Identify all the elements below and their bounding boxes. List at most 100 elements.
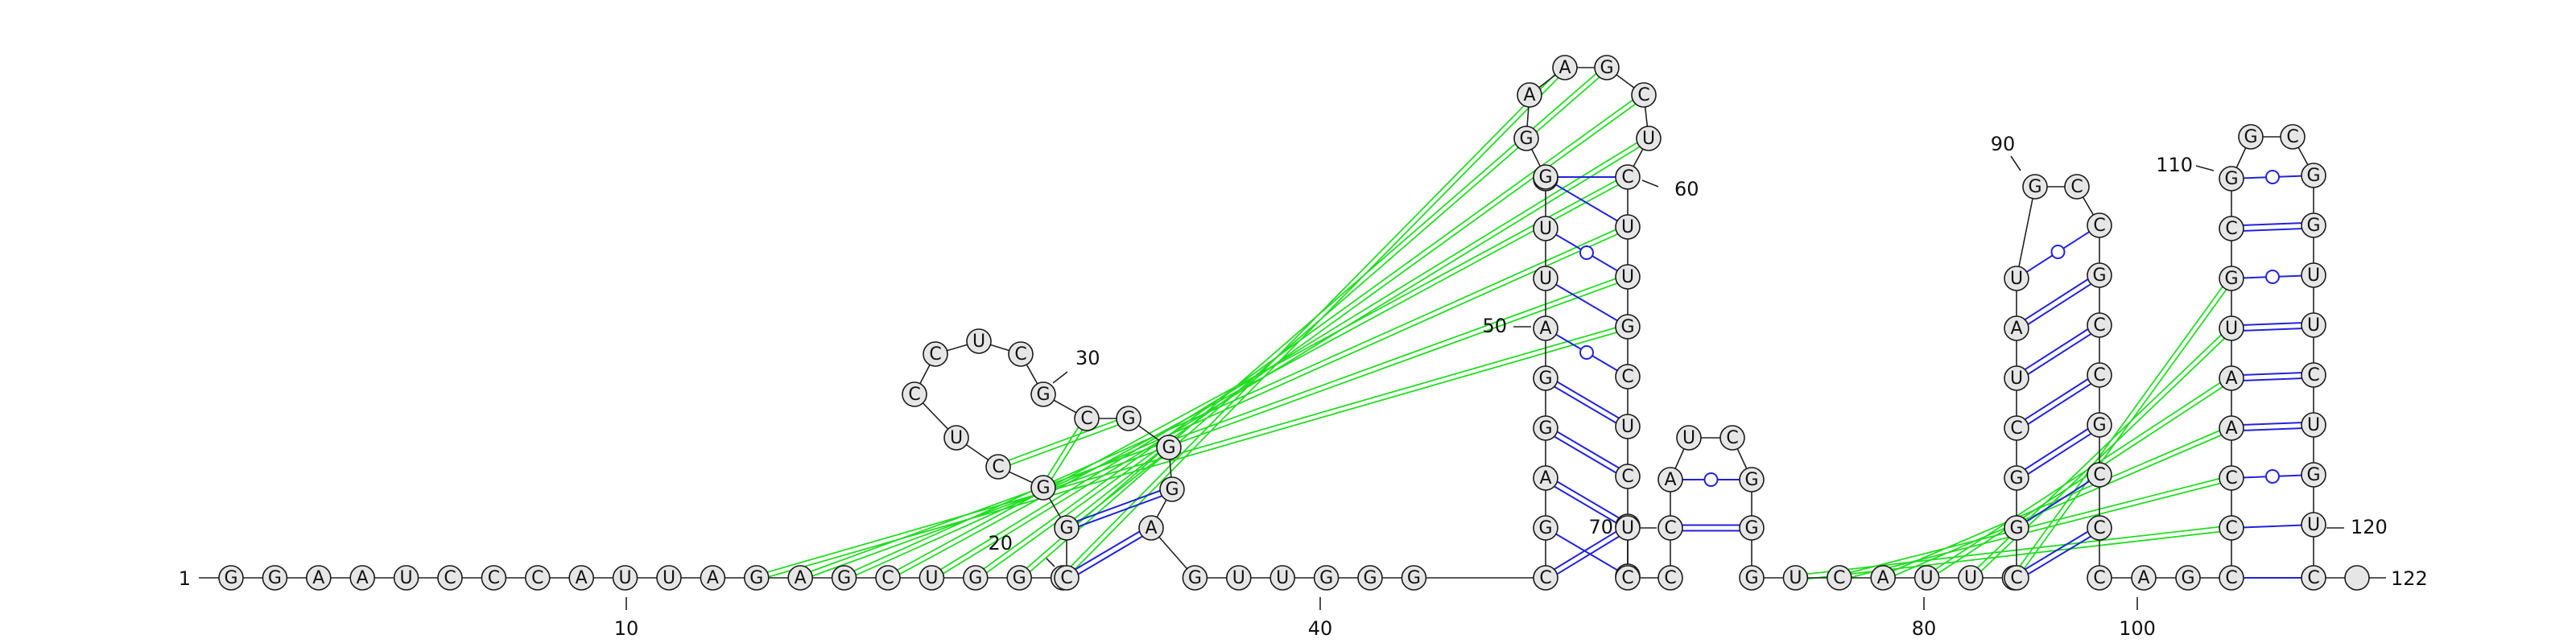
svg-text:C: C: [2225, 518, 2237, 538]
base-pair: [1075, 530, 1143, 575]
svg-text:G: G: [1407, 568, 1421, 588]
nucleotide: C: [2219, 515, 2244, 541]
svg-text:G: G: [2092, 415, 2106, 435]
nucleotide: G: [2004, 515, 2029, 541]
pseudoknot-pair-line: [1838, 475, 2231, 576]
nucleotide: C: [2301, 565, 2326, 591]
svg-text:U: U: [925, 568, 938, 588]
nucleotide: C: [1657, 565, 1683, 591]
svg-text:G: G: [1538, 518, 1552, 538]
svg-text:C: C: [531, 568, 543, 588]
nucleotide: G: [2301, 163, 2326, 188]
nucleotide: G: [218, 565, 244, 591]
svg-text:U: U: [1921, 568, 1934, 588]
nucleotide: C: [2301, 362, 2326, 388]
svg-text:G: G: [2181, 568, 2194, 588]
nucleotide: U: [1958, 565, 1984, 591]
nucleotide: C: [2087, 462, 2112, 488]
base-pair: [2243, 422, 2302, 431]
svg-text:G: G: [1188, 568, 1202, 588]
nucleotide: C: [923, 341, 948, 367]
axis-tick-label: 100: [2119, 617, 2156, 640]
svg-text:C: C: [2010, 568, 2022, 588]
backbone-segment: [2016, 186, 2036, 279]
svg-text:U: U: [1276, 568, 1289, 588]
svg-text:C: C: [1833, 568, 1845, 588]
nucleotide: C: [2219, 216, 2244, 241]
nucleotide: G: [963, 565, 989, 591]
nucleotide: U: [1533, 266, 1558, 291]
nucleotide: C: [1054, 565, 1080, 591]
svg-text:G: G: [1744, 568, 1758, 588]
position-label: 50: [1482, 315, 1507, 337]
nucleotide: G: [1739, 565, 1765, 591]
nucleotide: C: [1533, 565, 1558, 591]
nucleotide: G: [2087, 412, 2112, 438]
svg-text:U: U: [2225, 319, 2238, 339]
svg-text:U: U: [400, 568, 413, 588]
svg-text:C: C: [1726, 428, 1738, 448]
base-pair: [2025, 278, 2091, 325]
svg-text:C: C: [2225, 219, 2237, 239]
position-label: 20: [988, 532, 1013, 554]
base-pair: [1555, 533, 1618, 571]
svg-text:C: C: [1664, 568, 1676, 588]
nucleotide: U: [2301, 412, 2326, 438]
position-label: 60: [1674, 178, 1699, 200]
nucleotide: C: [2087, 212, 2112, 238]
nucleotide: U: [1615, 515, 1641, 541]
svg-text:U: U: [1642, 129, 1655, 149]
svg-text:G: G: [1538, 167, 1552, 188]
base-pair: [2025, 530, 2091, 575]
svg-text:C: C: [2010, 418, 2022, 439]
nucleotide: C: [2004, 415, 2029, 441]
svg-text:G: G: [1744, 470, 1758, 490]
nucleotide: C: [1615, 565, 1641, 591]
nucleotide: A: [2004, 315, 2029, 341]
svg-text:U: U: [619, 568, 632, 588]
nucleotide: G: [2301, 212, 2326, 238]
nucleotide: C: [2087, 362, 2112, 388]
svg-text:U: U: [972, 332, 985, 352]
nucleotide: C: [437, 565, 463, 591]
nucleotide: U: [656, 565, 682, 591]
svg-text:G: G: [968, 568, 982, 588]
svg-text:C: C: [2307, 365, 2319, 385]
svg-text:A: A: [1539, 319, 1551, 339]
pseudoknot-pair-line: [1925, 375, 2231, 577]
pseudoknot-pair-line: [799, 274, 1628, 577]
svg-text:C: C: [2093, 315, 2105, 336]
base-pair: [2243, 524, 2302, 529]
base-pair: [1682, 524, 1740, 532]
svg-text:U: U: [1964, 568, 1977, 588]
svg-text:C: C: [2093, 568, 2105, 588]
nucleotide: G: [1182, 565, 1208, 591]
base-pair: [1682, 472, 1740, 487]
svg-text:U: U: [2307, 266, 2320, 286]
svg-text:C: C: [1621, 167, 1633, 188]
svg-text:G: G: [1538, 369, 1552, 389]
nucleotide: C: [2004, 565, 2029, 591]
pseudoknot-pair-line: [973, 92, 1643, 577]
svg-text:U: U: [1539, 269, 1552, 289]
pseudoknot-pair-line: [998, 419, 1130, 470]
base-pair: [2243, 469, 2302, 484]
svg-text:G: G: [2306, 465, 2320, 485]
svg-text:C: C: [444, 568, 456, 588]
nucleotide: C: [2064, 174, 2090, 200]
svg-text:U: U: [2307, 515, 2320, 535]
nucleotide: G: [1533, 415, 1558, 441]
svg-text:G: G: [2092, 266, 2106, 286]
svg-text:G: G: [2028, 177, 2041, 197]
base-pair: [1555, 183, 1618, 222]
nucleotide: A: [1533, 315, 1558, 341]
svg-text:G: G: [2306, 216, 2320, 236]
svg-text:G: G: [1121, 409, 1135, 429]
svg-text:C: C: [2093, 465, 2105, 485]
nucleotide: C: [2087, 565, 2112, 591]
base-pair: [2243, 322, 2302, 332]
nucleotide: C: [1074, 406, 1100, 431]
pseudoknot-pair-line: [1794, 525, 2231, 576]
nucleotide: U: [1782, 565, 1809, 591]
svg-text:G: G: [1363, 568, 1377, 588]
